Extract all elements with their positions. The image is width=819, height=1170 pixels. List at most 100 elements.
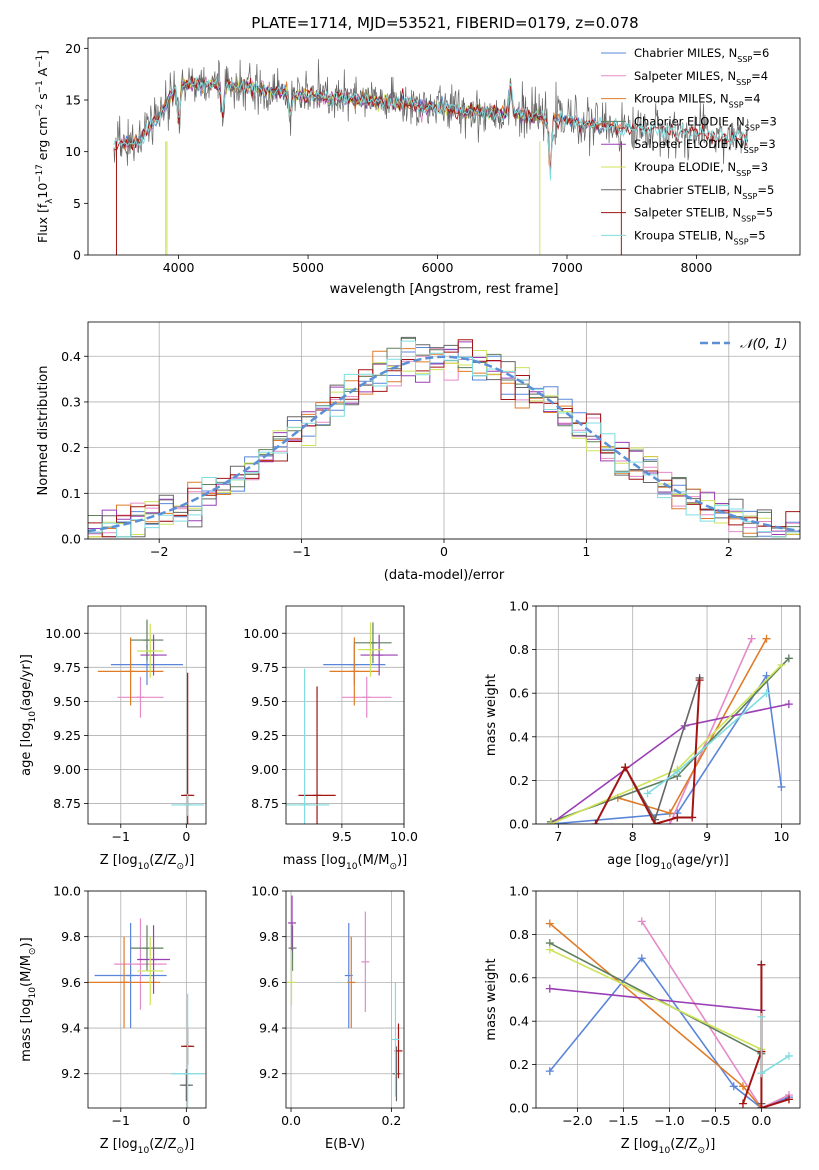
- spectrum-ylabel-part: A: [35, 67, 50, 80]
- weight_vs_Z-xlabel-part: )]: [705, 1137, 715, 1152]
- y-tick-label: 0.6: [509, 970, 529, 985]
- y-tick-label: 0.1: [61, 486, 81, 501]
- mass_vs_Z-ylabel-part: (M/M: [19, 955, 34, 987]
- plot-area: [88, 918, 205, 1108]
- legend-label-part: SSP: [741, 214, 756, 223]
- legend-label: Kroupa MILES, NSSP=4: [634, 92, 761, 110]
- y-tick-label: 0: [73, 248, 81, 263]
- weight-marker: [621, 763, 630, 772]
- x-tick-label: 6000: [422, 260, 454, 275]
- x-tick-label: −1: [292, 544, 310, 559]
- x-tick-label: 0: [182, 1113, 190, 1128]
- y-tick-label: 0.2: [61, 440, 81, 455]
- age_vs_Z-xlabel-part: (Z/Z: [149, 853, 176, 868]
- x-tick-label: 5000: [292, 260, 324, 275]
- y-tick-label: 0.0: [509, 817, 529, 832]
- plot-area: [545, 917, 793, 1108]
- legend-label-part: =3: [751, 160, 768, 174]
- spectrum-ylabel: Flux [fλ10−17 erg cm−2 s−1 A−1]: [35, 50, 55, 243]
- x-tick-label: 0: [182, 829, 190, 844]
- age_vs_Z-ylabel: age [log10(age/yr)]: [19, 654, 38, 776]
- weight-marker: [762, 634, 771, 643]
- weight-line: [550, 664, 782, 824]
- legend-label-part: =5: [749, 228, 766, 242]
- spectrum-ylabel-part: 10: [35, 183, 50, 199]
- y-tick-label: 8.75: [251, 796, 279, 811]
- plot-area: [113, 59, 749, 255]
- panel-weight_vs_Z: −2.0 −1.5 −1.0 −0.5 0.0 0.0 0.2 0.4 0.6 0.8 1.0 Z […: [484, 884, 801, 1156]
- y-tick-label: 9.4: [61, 1021, 81, 1036]
- x-tick-label: −2.0: [562, 1113, 592, 1128]
- legend-label: Salpeter MILES, NSSP=4: [634, 69, 768, 87]
- mass_vs_Z-xlabel-part: )]: [184, 1137, 194, 1152]
- legend-label-part: Chabrier MILES, N: [634, 46, 737, 60]
- mass_vs_Z-ylabel-part: )]: [19, 937, 34, 947]
- x-tick-label: −1.5: [608, 1113, 638, 1128]
- age_vs_Z-xlabel: Z [log10(Z/Z⊙)]: [100, 853, 195, 872]
- legend-label-part: =3: [759, 137, 776, 151]
- weight_vs_Z-xlabel-part: (Z/Z: [670, 1137, 697, 1152]
- y-tick-label: 0.4: [509, 1014, 529, 1029]
- x-tick-label: 0.0: [281, 1113, 301, 1128]
- spectrum-ylabel-part: s: [35, 93, 50, 104]
- legend-label: 𝒩(0, 1): [740, 337, 787, 352]
- histogram-step: [88, 336, 800, 538]
- weight_vs_Z-xlabel-part: 10: [659, 1146, 671, 1156]
- y-tick-label: 10.00: [243, 626, 279, 641]
- x-tick-label: 0.2: [382, 1113, 402, 1128]
- legend-label-part: Salpeter STELIB, N: [634, 206, 741, 220]
- weight-line: [549, 948, 762, 1051]
- legend-label-part: SSP: [737, 55, 752, 64]
- mass_vs_Z-xlabel-part: ⊙: [177, 1146, 185, 1156]
- plot-area: [88, 336, 800, 538]
- weight-marker: [762, 689, 771, 698]
- legend-label: Kroupa STELIB, NSSP=5: [634, 228, 766, 246]
- weight-line: [550, 673, 783, 824]
- weight-marker: [777, 782, 786, 791]
- mass_vs_Z-xlabel-part: (Z/Z: [149, 1137, 176, 1152]
- weight-marker: [546, 820, 555, 824]
- legend-label: Salpeter ELODIE, NSSP=3: [634, 137, 776, 155]
- mass_vs_Z-xlabel-part: 10: [138, 1146, 150, 1156]
- spectrum-ylabel-part: erg cm: [35, 117, 50, 165]
- y-tick-label: 9.8: [259, 929, 279, 944]
- x-tick-label: 1: [582, 544, 590, 559]
- y-tick-label: 5: [73, 196, 81, 211]
- age_vs_mass-xlabel-part: (M/M: [358, 853, 390, 868]
- weight-marker: [784, 700, 793, 709]
- x-tick-label: 4000: [163, 260, 195, 275]
- y-tick-label: 9.00: [53, 762, 81, 777]
- y-tick-label: 0.0: [509, 1101, 529, 1116]
- axes-frame: [87, 37, 801, 256]
- y-tick-label: 9.75: [53, 660, 81, 675]
- y-tick-label: 15: [65, 93, 81, 108]
- legend-label-part: =3: [760, 114, 777, 128]
- y-tick-label: 9.4: [259, 1021, 279, 1036]
- y-tick-label: 9.25: [53, 728, 81, 743]
- weight-marker: [545, 1067, 554, 1076]
- weight_vs_Z-xlabel: Z [log10(Z/Z⊙)]: [621, 1137, 716, 1156]
- x-tick-label: −0.5: [700, 1113, 730, 1128]
- weight-marker: [650, 820, 659, 824]
- y-tick-label: 10.00: [45, 626, 81, 641]
- legend-label-part: SSP: [745, 123, 760, 132]
- spectrum-ylabel-part: Flux [f: [35, 203, 50, 243]
- x-tick-label: 7000: [551, 260, 583, 275]
- x-tick-label: −1.0: [654, 1113, 684, 1128]
- axes-frame: [285, 605, 405, 825]
- y-tick-label: 0.6: [509, 686, 529, 701]
- weight-marker: [643, 789, 652, 798]
- age_vs_Z-xlabel-part: Z [log: [100, 853, 138, 868]
- legend-label-part: =5: [756, 206, 773, 220]
- legend-label-part: Chabrier STELIB, N: [634, 183, 742, 197]
- spectrum-xlabel: wavelength [Angstrom, rest frame]: [330, 282, 559, 297]
- y-tick-label: 9.00: [251, 762, 279, 777]
- panel-mass_vs_Z: −1 09.29.49.69.810.0Z [log10(Z/Z⊙)]mass […: [19, 884, 207, 1156]
- weight-line: [550, 703, 789, 824]
- panel-residuals: −2 −1 0 1 2 0.0 0.1 0.2 0.3 0.4 𝒩(0, 1) (data-model…: [36, 321, 801, 583]
- panel-spectrum: 4000 5000 6000 7000 8000 0 5 10 15 20 wavelength […: [35, 37, 801, 297]
- y-tick-label: 0.3: [61, 394, 81, 409]
- y-tick-label: 9.6: [61, 975, 81, 990]
- age_vs_mass-xlabel-part: ⊙: [389, 862, 397, 872]
- y-tick-label: 9.50: [251, 694, 279, 709]
